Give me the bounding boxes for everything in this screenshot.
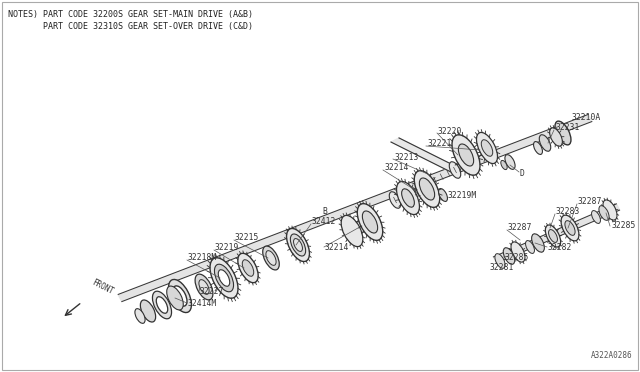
Text: 32231: 32231: [556, 124, 580, 132]
Text: 32219M: 32219M: [448, 192, 477, 201]
Ellipse shape: [266, 251, 276, 265]
Text: 32215: 32215: [235, 234, 259, 243]
Ellipse shape: [287, 228, 310, 262]
Ellipse shape: [414, 171, 440, 207]
Ellipse shape: [238, 253, 258, 283]
Ellipse shape: [294, 238, 303, 251]
Text: B: B: [322, 208, 327, 217]
Ellipse shape: [534, 142, 543, 154]
Ellipse shape: [501, 160, 507, 170]
Text: 32281: 32281: [490, 263, 515, 273]
Ellipse shape: [210, 258, 238, 298]
Ellipse shape: [140, 300, 156, 322]
Text: 32287: 32287: [508, 224, 532, 232]
Ellipse shape: [561, 215, 579, 241]
Text: FRONT: FRONT: [90, 278, 115, 296]
Ellipse shape: [135, 309, 145, 323]
Ellipse shape: [548, 230, 557, 243]
Text: D: D: [520, 169, 525, 177]
Text: 32285: 32285: [612, 221, 636, 230]
Ellipse shape: [167, 286, 183, 310]
Ellipse shape: [438, 189, 447, 201]
Ellipse shape: [291, 234, 306, 256]
Text: 32287: 32287: [578, 198, 602, 206]
Text: 32214: 32214: [325, 244, 349, 253]
Ellipse shape: [477, 132, 497, 164]
Ellipse shape: [156, 297, 168, 313]
Ellipse shape: [511, 242, 525, 262]
Ellipse shape: [503, 248, 515, 264]
Text: 32221: 32221: [428, 140, 452, 148]
Ellipse shape: [362, 211, 378, 233]
Polygon shape: [391, 138, 459, 172]
Ellipse shape: [525, 241, 534, 253]
Ellipse shape: [152, 291, 172, 319]
Text: 32414M: 32414M: [188, 299, 217, 308]
Ellipse shape: [419, 178, 435, 200]
Ellipse shape: [195, 274, 213, 300]
Ellipse shape: [397, 182, 419, 215]
Ellipse shape: [357, 203, 383, 240]
Text: 32210A: 32210A: [572, 113, 601, 122]
Ellipse shape: [540, 135, 551, 151]
Polygon shape: [118, 115, 592, 302]
Text: 32412: 32412: [312, 218, 337, 227]
Ellipse shape: [389, 192, 401, 208]
Text: PART CODE 32310S GEAR SET-OVER DRIVE (C&D): PART CODE 32310S GEAR SET-OVER DRIVE (C&…: [8, 22, 253, 31]
Ellipse shape: [532, 234, 545, 252]
Ellipse shape: [402, 189, 414, 207]
Ellipse shape: [505, 155, 515, 169]
Text: 32227: 32227: [200, 288, 225, 296]
Ellipse shape: [591, 211, 600, 224]
Text: NOTES) PART CODE 32200S GEAR SET-MAIN DRIVE (A&B): NOTES) PART CODE 32200S GEAR SET-MAIN DR…: [8, 10, 253, 19]
Ellipse shape: [341, 215, 363, 247]
Ellipse shape: [565, 221, 575, 235]
Ellipse shape: [545, 225, 561, 247]
Ellipse shape: [263, 246, 279, 270]
Ellipse shape: [243, 260, 253, 276]
Text: 32219: 32219: [215, 244, 239, 253]
Text: A322A0286: A322A0286: [590, 351, 632, 360]
Ellipse shape: [199, 280, 209, 294]
Ellipse shape: [218, 270, 230, 286]
Polygon shape: [493, 204, 620, 263]
Text: 32283: 32283: [556, 208, 580, 217]
Ellipse shape: [214, 264, 234, 292]
Ellipse shape: [550, 128, 563, 146]
Text: 32213: 32213: [395, 153, 419, 161]
Ellipse shape: [555, 121, 571, 145]
Ellipse shape: [449, 162, 461, 178]
Ellipse shape: [481, 140, 493, 156]
Ellipse shape: [603, 200, 617, 220]
Ellipse shape: [495, 254, 505, 268]
Text: 32220: 32220: [438, 128, 462, 137]
Text: 32285: 32285: [505, 253, 529, 263]
Ellipse shape: [458, 144, 474, 166]
Text: 32214: 32214: [385, 164, 410, 173]
Text: 32218M: 32218M: [188, 253, 217, 263]
Text: 32282: 32282: [548, 244, 572, 253]
Ellipse shape: [173, 286, 187, 306]
Ellipse shape: [452, 135, 480, 175]
Ellipse shape: [599, 206, 609, 220]
Ellipse shape: [168, 279, 191, 312]
